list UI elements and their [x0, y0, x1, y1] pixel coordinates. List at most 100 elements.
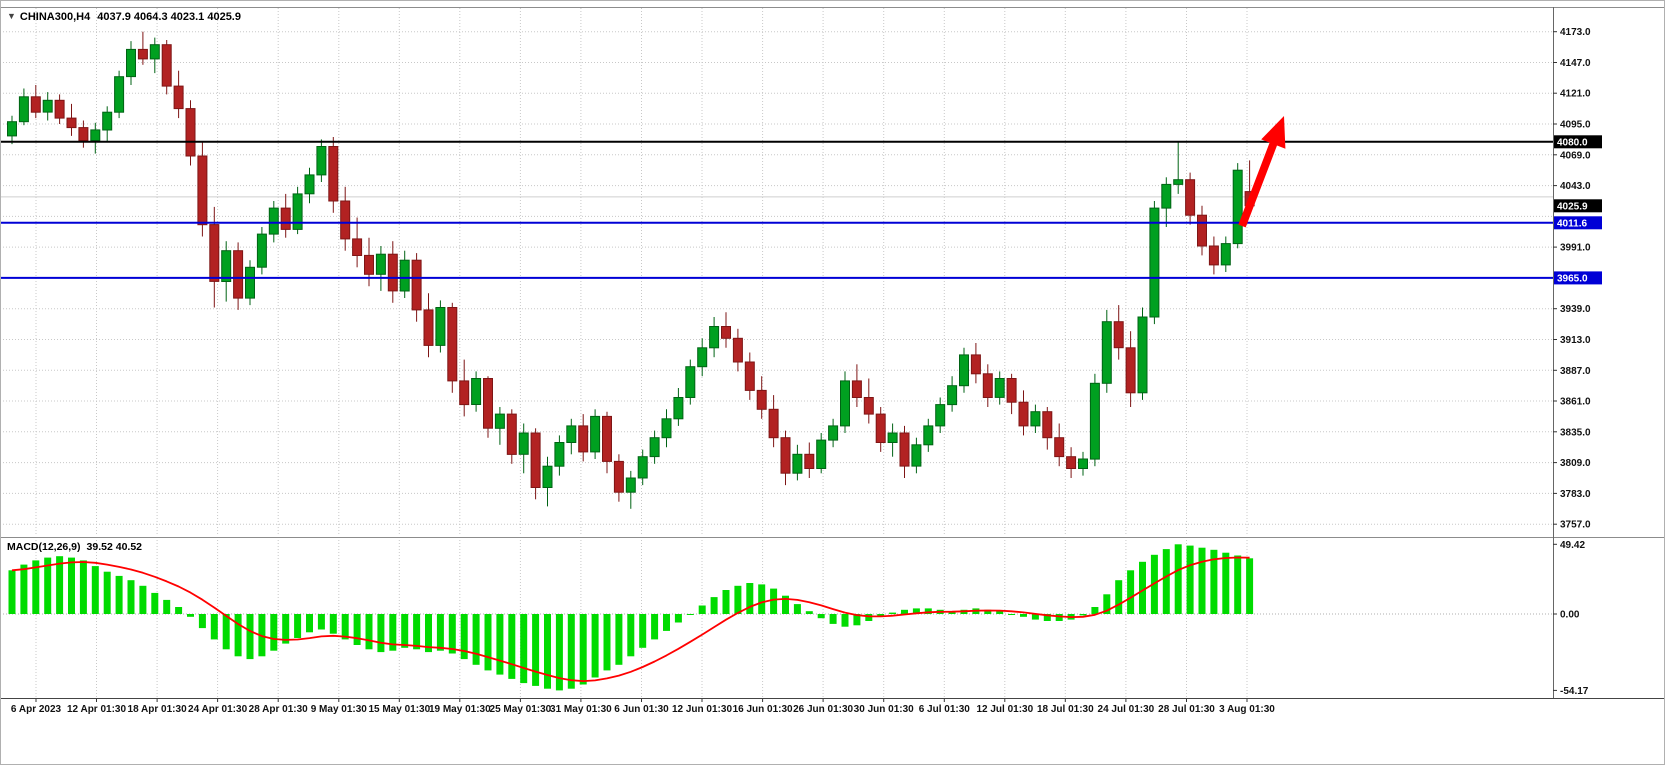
trend-arrow-up[interactable] — [1238, 116, 1286, 228]
macd-histogram-bar — [246, 614, 254, 660]
macd-signal-line — [11, 556, 1250, 682]
candle-body — [30, 96, 41, 113]
candle-body — [364, 254, 374, 275]
time-axis-label[interactable]: 6 Jul 01:30 — [919, 704, 971, 715]
price-axis-label[interactable]: 3913.0 — [1560, 335, 1591, 346]
time-axis-label[interactable]: 3 Aug 01:30 — [1219, 704, 1275, 715]
macd-histogram-bar — [651, 614, 659, 640]
candle-body — [1113, 321, 1124, 349]
price-tag-level[interactable] — [1554, 216, 1602, 230]
candle-body — [375, 253, 386, 275]
time-axis-label[interactable]: 12 Jun 01:30 — [672, 704, 732, 715]
candle-body — [268, 207, 279, 235]
time-axis-label[interactable]: 16 Jun 01:30 — [733, 704, 793, 715]
candle-body — [173, 85, 184, 110]
price-axis-label[interactable]: 3835.0 — [1560, 427, 1591, 438]
time-axis-label[interactable]: 26 Jun 01:30 — [793, 704, 853, 715]
time-axis-label[interactable]: 18 Jul 01:30 — [1037, 704, 1094, 715]
candle-body — [1197, 214, 1207, 247]
price-tag-level[interactable] — [1554, 271, 1602, 285]
macd-histogram-bar — [508, 614, 516, 679]
price-tag-level-text: 3965.0 — [1557, 273, 1588, 284]
macd-histogram-bar — [496, 614, 504, 675]
macd-histogram-bar — [460, 614, 468, 660]
price-axis-label[interactable]: 3783.0 — [1560, 489, 1591, 500]
time-axis-label[interactable]: 25 May 01:30 — [490, 704, 552, 715]
macd-histogram-bar — [353, 614, 361, 645]
candle-body — [483, 378, 493, 429]
candle-body — [352, 238, 363, 256]
price-axis-label[interactable]: 4043.0 — [1560, 181, 1591, 192]
time-axis-label[interactable]: 6 Apr 2023 — [11, 704, 62, 715]
time-axis-label[interactable]: 12 Apr 01:30 — [67, 704, 127, 715]
candle-body — [792, 453, 803, 474]
time-axis-label[interactable]: 15 May 01:30 — [368, 704, 430, 715]
macd-histogram-bar — [448, 614, 456, 654]
time-axis-label[interactable]: 30 Jun 01:30 — [854, 704, 914, 715]
price-axis-label[interactable]: 3757.0 — [1560, 520, 1591, 531]
price-axis-label[interactable]: 3939.0 — [1560, 304, 1591, 315]
candle-body — [875, 413, 886, 444]
time-axis-label[interactable]: 9 May 01:30 — [311, 704, 368, 715]
candle-body — [447, 307, 458, 382]
time-axis-label[interactable]: 6 Jun 01:30 — [614, 704, 669, 715]
price-tag-current[interactable] — [1554, 199, 1602, 213]
symbol-ohlc-label: ▼ CHINA300,H4 4037.9 4064.3 4023.1 4025.9 — [7, 11, 241, 23]
macd-histogram-bar — [615, 614, 623, 665]
time-axis-label[interactable]: 18 Apr 01:30 — [128, 704, 188, 715]
candle-body — [578, 425, 589, 453]
macd-name: MACD(12,26,9) — [7, 541, 81, 553]
candle-body — [328, 146, 339, 202]
macd-indicator-label: MACD(12,26,9) 39.52 40.52 — [7, 541, 142, 553]
candle-body — [221, 250, 232, 282]
macd-histogram-bar — [234, 614, 242, 657]
candle-body — [816, 439, 827, 470]
candle-body — [42, 99, 53, 113]
price-axis-label[interactable]: 3809.0 — [1560, 458, 1591, 469]
price-axis-label[interactable]: 3991.0 — [1560, 243, 1591, 254]
macd-histogram-bar — [579, 614, 587, 685]
macd-histogram-bar — [389, 614, 397, 651]
macd-histogram-bar — [1091, 607, 1099, 614]
price-axis-label[interactable]: 4069.0 — [1560, 150, 1591, 161]
time-axis-label[interactable]: 12 Jul 01:30 — [976, 704, 1033, 715]
candle-body — [887, 432, 898, 443]
candle-body — [435, 307, 446, 346]
price-tag-level[interactable] — [1554, 135, 1602, 149]
candle-body — [1006, 378, 1017, 403]
price-axis-label[interactable]: 4147.0 — [1560, 58, 1591, 69]
macd-axis-label: -54.17 — [1560, 686, 1589, 697]
macd-histogram-bar — [555, 614, 563, 691]
candle-body — [613, 460, 624, 493]
symbol-marker-icon: ▼ — [7, 11, 16, 21]
macd-histogram-bar — [1043, 614, 1051, 621]
macd-histogram-bar — [1162, 549, 1170, 614]
candle-body — [756, 389, 767, 410]
macd-histogram-bar — [56, 556, 64, 614]
candle-body — [602, 415, 612, 462]
time-axis-label[interactable]: 24 Apr 01:30 — [188, 704, 248, 715]
candle-body — [209, 224, 220, 282]
price-axis-label[interactable]: 4173.0 — [1560, 27, 1591, 38]
macd-histogram-bar — [32, 560, 40, 614]
symbol-ohlc-values: 4037.9 4064.3 4023.1 4025.9 — [97, 11, 241, 23]
price-axis-label[interactable]: 3861.0 — [1560, 397, 1591, 408]
time-axis-label[interactable]: 28 Jul 01:30 — [1158, 704, 1215, 715]
time-axis-label[interactable]: 31 May 01:30 — [550, 704, 612, 715]
candle-body — [1078, 458, 1088, 469]
candle-body — [459, 380, 470, 406]
macd-histogram-bar — [1186, 545, 1194, 614]
time-axis-label[interactable]: 24 Jul 01:30 — [1098, 704, 1155, 715]
symbol-name: CHINA300,H4 — [19, 11, 91, 23]
candle-body — [840, 380, 850, 427]
candle-body — [709, 326, 720, 349]
price-axis-label[interactable]: 4095.0 — [1560, 120, 1591, 131]
candle-body — [316, 146, 327, 176]
time-axis-label[interactable]: 28 Apr 01:30 — [249, 704, 309, 715]
macd-histogram-bar — [853, 614, 861, 626]
price-axis-label[interactable]: 4121.0 — [1560, 89, 1591, 100]
time-axis-label[interactable]: 19 May 01:30 — [429, 704, 491, 715]
price-axis-label[interactable]: 3887.0 — [1560, 366, 1591, 377]
